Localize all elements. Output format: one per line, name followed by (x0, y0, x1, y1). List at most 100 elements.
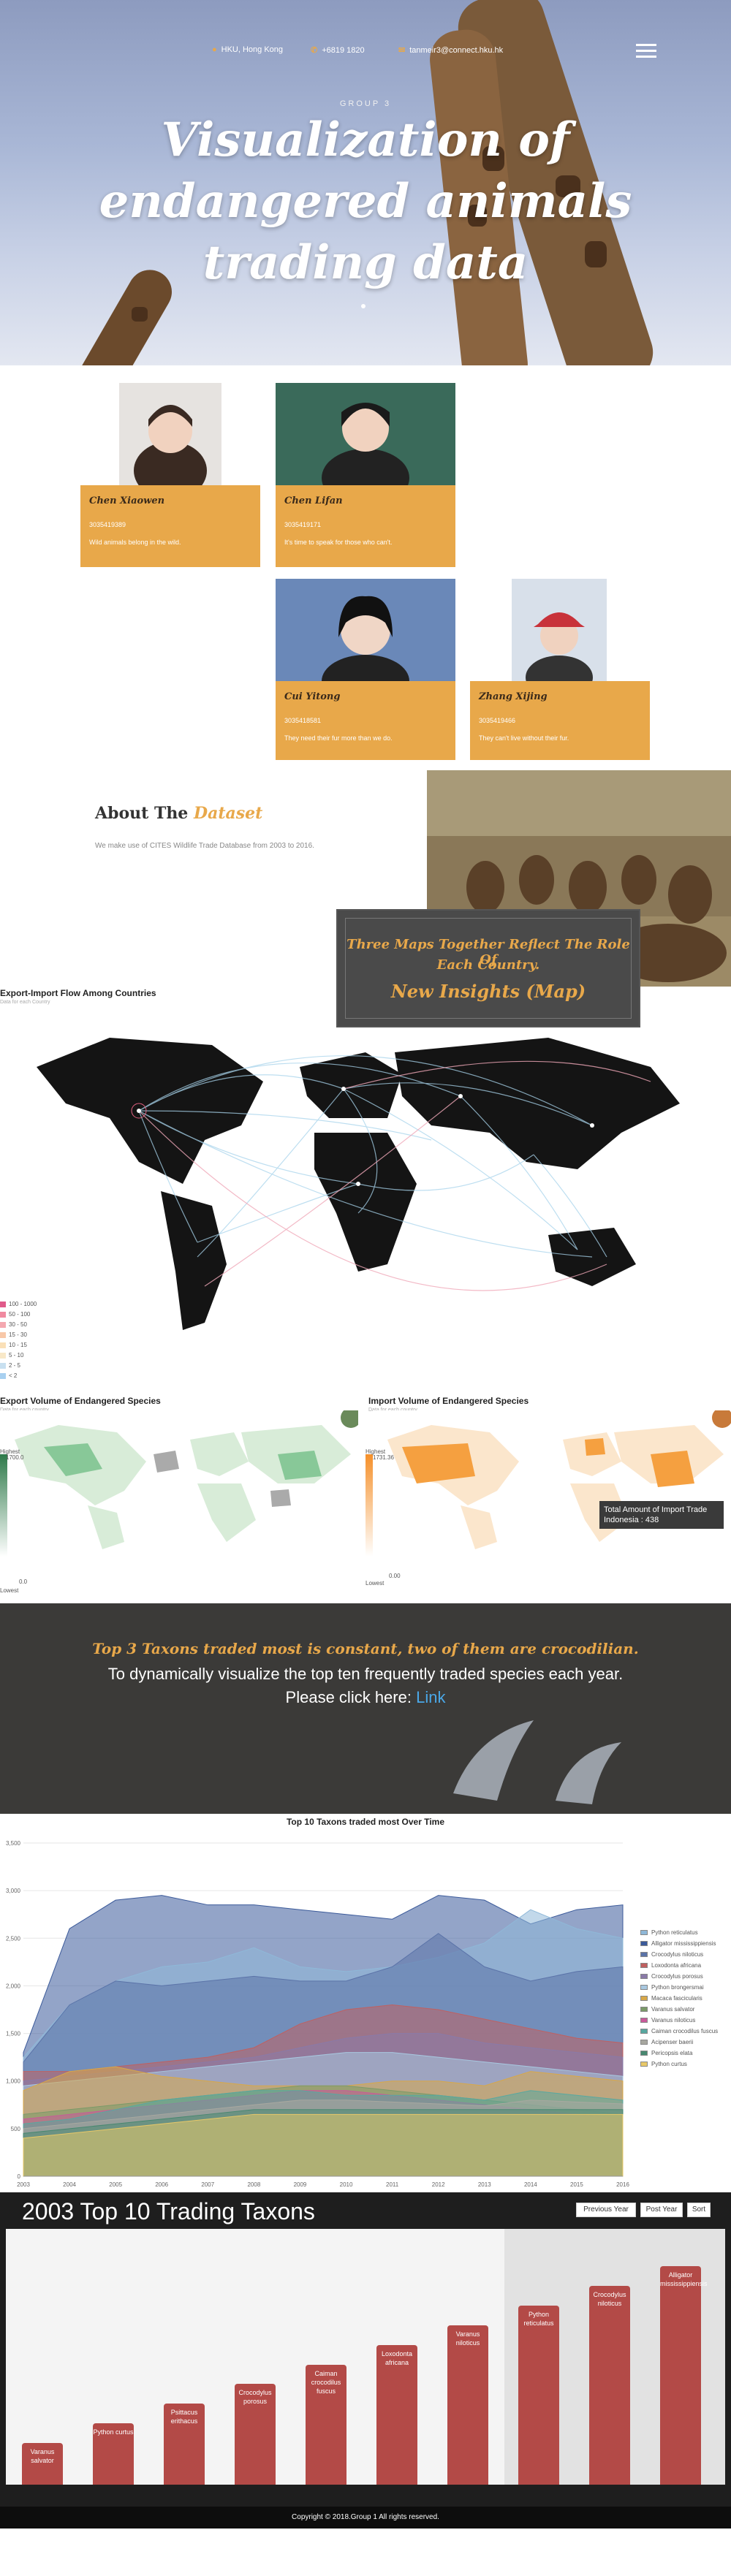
legend-item[interactable]: Python brongersmai (640, 1982, 718, 1993)
bar[interactable]: Psittacus erithacus (164, 2404, 205, 2485)
avatar (276, 579, 455, 681)
contact-bar: ● HKU, Hong Kong ✆ +6819 1820 ✉ tanmeir3@co… (0, 45, 731, 60)
legend-swatch (640, 1952, 648, 1958)
slider-dot[interactable] (361, 304, 366, 308)
bar-label: Loxodonta africana (381, 2350, 413, 2366)
legend-label: Caiman crocodilus fuscus (651, 2028, 719, 2034)
legend-swatch (640, 2051, 648, 2056)
export-map[interactable] (0, 1410, 358, 1549)
bar[interactable]: Caiman crocodilus fuscus (306, 2365, 346, 2485)
sort-button[interactable]: Sort (687, 2203, 711, 2217)
x-tick-label: 2016 (616, 2181, 629, 2188)
legend-label: Alligator mississippiensis (651, 1940, 716, 1947)
contact-location: ● HKU, Hong Kong (212, 45, 284, 54)
legend-item[interactable]: Crocodylus porosus (640, 1971, 718, 1982)
legend-item[interactable]: Caiman crocodilus fuscus (640, 2026, 718, 2037)
bar[interactable]: Crocodylus porosus (235, 2384, 276, 2485)
bar[interactable]: Loxodonta africana (376, 2345, 417, 2485)
legend-swatch (0, 1372, 6, 1379)
x-tick-label: 2003 (17, 2181, 30, 2188)
flow-map-subtitle: Data for each Country (0, 1000, 50, 1005)
taxon-banner-cta: Please click here: Link (285, 1688, 446, 1706)
legend-item[interactable]: Macaca fascicularis (640, 1993, 718, 2004)
legend-label: Macaca fascicularis (651, 1995, 702, 2002)
member-card: Zhang Xijing 3035419466 They can't live … (470, 681, 650, 760)
legend-swatch (640, 1963, 648, 1969)
x-tick-label: 2011 (386, 2181, 399, 2188)
legend-swatch (0, 1352, 6, 1359)
flow-legend-item: 15 - 30 (0, 1331, 27, 1338)
legend-item[interactable]: Python curtus (640, 2059, 718, 2070)
legend-item[interactable]: Varanus salvator (640, 2004, 718, 2015)
legend-item[interactable]: Crocodylus niloticus (640, 1949, 718, 1960)
dataset-description: We make use of CITES Wildlife Trade Data… (95, 842, 314, 850)
bar[interactable]: Python reticulatus (518, 2306, 559, 2485)
bar-label: Alligator mississippiensis (660, 2271, 708, 2287)
area-chart[interactable]: 0 500 1,000 1,500 2,000 2,500 3,000 3,500 2003 20… (0, 1827, 731, 2192)
mail-icon: ✉ (398, 46, 406, 55)
bar[interactable]: Alligator mississippiensis (660, 2266, 708, 2485)
legend-label: 100 - 1000 (9, 1301, 37, 1307)
legend-item[interactable]: Acipenser baerii (640, 2037, 718, 2048)
legend-swatch (640, 2062, 648, 2067)
bar[interactable]: Crocodylus niloticus (589, 2286, 630, 2485)
flow-legend-item: 30 - 50 (0, 1321, 27, 1328)
x-tick-label: 2008 (247, 2181, 260, 2188)
bar-label: Python curtus (93, 2428, 134, 2436)
x-tick-label: 2012 (432, 2181, 445, 2188)
previous-year-button[interactable]: Previous Year (576, 2203, 636, 2217)
bar[interactable]: Varanus niloticus (447, 2325, 488, 2485)
location-icon: ● (212, 45, 217, 54)
legend-label: < 2 (9, 1372, 18, 1379)
legend-item[interactable]: Python reticulatus (640, 1927, 718, 1938)
x-tick-label: 2013 (478, 2181, 491, 2188)
bar[interactable]: Varanus salvator (22, 2443, 63, 2485)
legend-item[interactable]: Varanus niloticus (640, 2015, 718, 2026)
flow-legend-item: 100 - 1000 (0, 1301, 37, 1307)
dolphin-image (453, 1720, 621, 1804)
menu-icon[interactable] (636, 44, 656, 58)
legend-item[interactable]: Alligator mississippiensis (640, 1938, 718, 1949)
post-year-button[interactable]: Post Year (640, 2203, 683, 2217)
legend-swatch (0, 1331, 6, 1338)
avatar (276, 383, 455, 485)
bar-label: Varanus niloticus (455, 2330, 480, 2347)
y-tick-label: 500 (11, 2126, 21, 2132)
flow-legend-item: 2 - 5 (0, 1362, 20, 1369)
y-tick-label: 2,000 (6, 1983, 21, 1989)
legend-label: 2 - 5 (9, 1362, 21, 1369)
maps-insight-box[interactable]: Three Maps Together Reflect The Role Of … (336, 909, 640, 1027)
bar-chart-title: 2003 Top 10 Trading Taxons (22, 2198, 315, 2224)
import-map-title: Import Volume of Endangered Species (368, 1396, 529, 1406)
footer: Copyright © 2018.Group 1 All rights rese… (0, 2507, 731, 2528)
export-map-title: Export Volume of Endangered Species (0, 1396, 161, 1406)
bar[interactable]: Python curtus (93, 2423, 134, 2485)
taxon-link[interactable]: Link (416, 1688, 446, 1706)
x-tick-label: 2014 (524, 2181, 537, 2188)
import-map-subtitle: Data for each country (368, 1407, 417, 1413)
legend-swatch (0, 1321, 6, 1328)
legend-item[interactable]: Loxodonta africana (640, 1960, 718, 1971)
x-tick-label: 2009 (294, 2181, 307, 2188)
bar-label: Varanus salvator (30, 2448, 55, 2464)
legend-swatch (640, 1941, 648, 1947)
export-map-subtitle: Data for each country (0, 1407, 49, 1413)
hero-title: Visualization of endangered animals trad… (99, 113, 632, 290)
member-card: Chen Xiaowen 3035419389 Wild animals bel… (80, 485, 260, 567)
legend-swatch (640, 2007, 648, 2013)
legend-swatch (0, 1311, 6, 1318)
hero-section: ● HKU, Hong Kong ✆ +6819 1820 ✉ tanmeir3@co… (0, 0, 731, 365)
legend-label: Acipenser baerii (651, 2039, 694, 2045)
x-tick-label: 2006 (155, 2181, 168, 2188)
legend-label: Python brongersmai (651, 1984, 704, 1991)
flow-map[interactable] (22, 1023, 716, 1345)
y-tick-label: 2,500 (6, 1935, 21, 1942)
y-tick-label: 1,000 (6, 2078, 21, 2085)
legend-item[interactable]: Pericopsis elata (640, 2048, 718, 2059)
flow-legend-item: 5 - 10 (0, 1352, 23, 1359)
legend-label: Crocodylus niloticus (651, 1951, 704, 1958)
member-card: Chen Lifan 3035419171 It's time to speak… (276, 485, 455, 567)
legend-label: 15 - 30 (9, 1331, 27, 1338)
legend-swatch (0, 1362, 6, 1369)
dataset-title: About The Dataset (95, 804, 263, 823)
